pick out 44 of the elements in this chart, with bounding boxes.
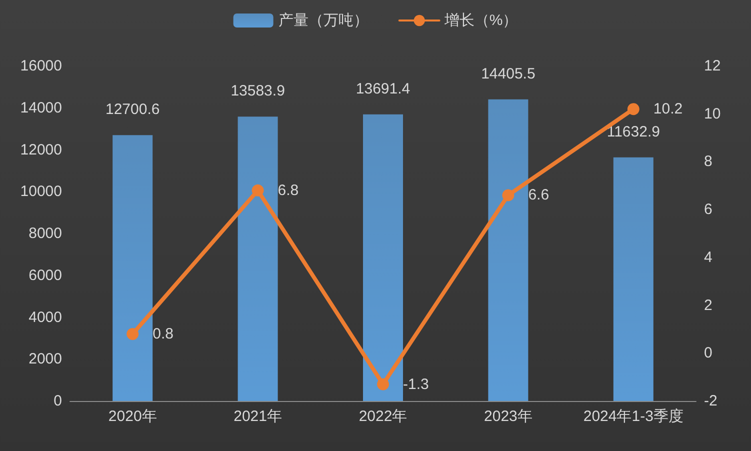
y-tick-label: 4000	[28, 308, 62, 326]
y-tick-label: 16000	[20, 58, 62, 74]
bar	[112, 135, 153, 401]
y2-tick-label: 2	[704, 296, 712, 314]
bar	[363, 114, 403, 401]
data-label: 13583.9	[230, 82, 285, 100]
y2-tick-label: 6	[704, 201, 712, 218]
point	[627, 103, 640, 116]
data-label: 6.6	[528, 186, 550, 204]
y-tick-label: 6000	[28, 266, 62, 284]
y-tick-label: 0	[54, 392, 62, 410]
bar	[238, 116, 278, 401]
y-tick-label: 2000	[28, 350, 62, 368]
x-tick-label: 2022年	[358, 408, 408, 425]
bar	[613, 157, 654, 401]
point	[126, 328, 139, 340]
data-label: 13691.4	[356, 80, 410, 98]
data-label: 6.8	[278, 182, 299, 199]
x-tick-label: 2021年	[234, 408, 282, 425]
data-label: 11632.9	[606, 123, 660, 140]
legend-label: 增长（%）	[443, 12, 518, 29]
y2-tick-label: 10	[704, 105, 721, 122]
point	[502, 189, 514, 202]
x-tick-label: 2024年1-3季度	[583, 408, 684, 425]
y2-tick-label: -2	[704, 392, 718, 410]
x-tick-label: 2023年	[484, 408, 532, 425]
y-tick-label: 10000	[20, 183, 62, 200]
y2-tick-label: 8	[704, 153, 712, 170]
point	[252, 184, 264, 196]
data-label: 0.8	[152, 326, 174, 342]
y2-tick-label: 4	[704, 248, 712, 266]
x-tick-label: 2020年	[108, 408, 157, 425]
y2-tick-label: 0	[704, 344, 712, 362]
data-label: 14405.5	[481, 65, 536, 82]
data-label: -1.3	[403, 376, 429, 393]
bar	[488, 99, 528, 401]
point	[377, 378, 389, 390]
data-label: 12700.6	[105, 101, 160, 118]
y-tick-label: 14000	[20, 99, 62, 116]
y-tick-label: 8000	[28, 225, 62, 242]
y-tick-label: 12000	[20, 141, 62, 158]
legend-label: 产量（万吨）	[278, 12, 368, 29]
data-label: 10.2	[653, 100, 683, 118]
y2-tick-label: 12	[704, 58, 721, 74]
